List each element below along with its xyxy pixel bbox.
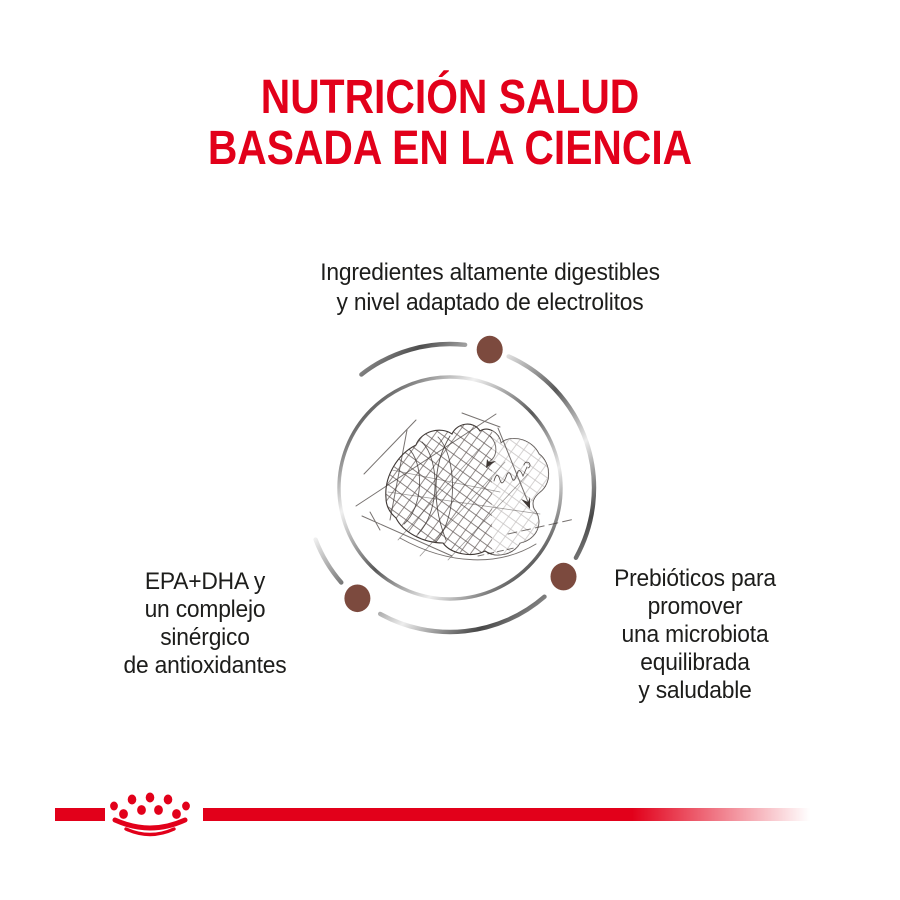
stray-strokes <box>387 447 541 561</box>
dot-top <box>476 335 503 364</box>
dot-bottom-right <box>550 562 577 591</box>
page-title-line2: BASADA EN LA CIENCIA <box>207 122 693 175</box>
dimension-arrowheads <box>486 459 530 509</box>
callout-line: una microbiota <box>621 621 769 648</box>
callout-prebiotics-microbiota: Prebióticos para promover una microbiota… <box>610 565 780 705</box>
callout-epa-dha-antioxidants: EPA+DHA y un complejo sinérgico de antio… <box>119 568 291 680</box>
callout-line: Prebióticos para <box>614 565 776 592</box>
signature-scribble <box>493 461 531 484</box>
footer-bar-right-segment <box>203 808 816 821</box>
orbit-ring-outer <box>313 341 597 635</box>
callout-line: de antioxidantes <box>123 652 287 679</box>
footer-bar-left-segment <box>55 808 105 821</box>
royal-canin-crown-icon <box>110 792 190 837</box>
orbit-dots <box>344 335 577 613</box>
callout-digestible-ingredients: Ingredientes altamente digestibles y niv… <box>311 258 668 318</box>
construction-lines <box>355 412 576 561</box>
callout-line: Ingredientes altamente digestibles <box>320 259 660 286</box>
callout-line: EPA+DHA y <box>144 568 266 595</box>
orbit-arc <box>359 341 468 377</box>
page-title: NUTRICIÓN SALUD BASADA EN LA CIENCIA <box>0 72 900 174</box>
callout-line: y nivel adaptado de electrolitos <box>336 289 644 316</box>
callout-line: promover <box>647 593 743 620</box>
orbit-arc <box>313 537 344 585</box>
callout-line: y saludable <box>638 677 752 704</box>
page-title-line1: NUTRICIÓN SALUD <box>260 71 640 124</box>
dot-bottom-left <box>344 584 371 613</box>
callout-line: sinérgico <box>160 624 250 651</box>
callout-line: equilibrada <box>640 649 750 676</box>
inner-ring <box>337 375 563 601</box>
orbit-arc <box>378 594 547 635</box>
kibble-hatching <box>385 424 549 555</box>
callout-line: un complejo <box>144 596 266 623</box>
orbit-arc <box>506 354 597 560</box>
kibble-sketch-icon <box>355 412 576 561</box>
